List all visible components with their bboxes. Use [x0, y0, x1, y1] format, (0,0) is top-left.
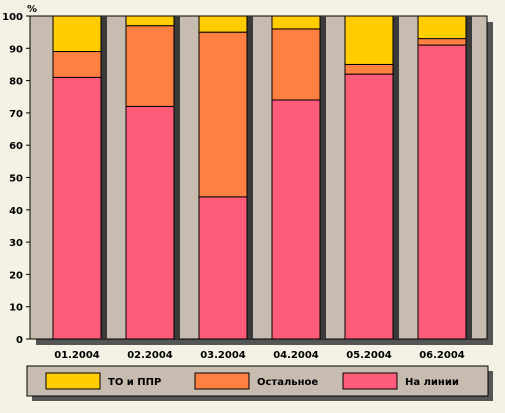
- bar-shadow: [393, 16, 399, 339]
- y-axis-group: % 0 10 20 30 40 50 60 70 80 90 100: [2, 4, 37, 346]
- y-tick-label: 100: [2, 12, 23, 23]
- bar-segment: [52, 51, 102, 78]
- x-tick-label: 01.2004: [54, 350, 100, 361]
- x-axis-group: 01.2004 02.2004 03.2004 04.2004 05.2004 06.20…: [54, 350, 465, 361]
- y-tick-label: 40: [9, 206, 23, 217]
- y-tick-label: 50: [9, 174, 23, 185]
- y-tick-label: 20: [9, 270, 23, 281]
- y-tick-label: 80: [9, 77, 23, 88]
- x-tick-label: 04.2004: [273, 350, 319, 361]
- bar-shadow: [320, 16, 326, 339]
- y-tick-label: 90: [9, 44, 23, 55]
- x-tick-label: 02.2004: [127, 350, 173, 361]
- bars-group: [52, 15, 472, 340]
- bar-shadow: [247, 16, 253, 339]
- legend-label: Остальное: [257, 377, 318, 388]
- legend-box: [26, 365, 489, 397]
- y-tick-label: 0: [16, 335, 23, 346]
- bar-segment: [417, 44, 467, 340]
- y-axis-unit-label: %: [27, 4, 37, 15]
- bar-shadow: [101, 16, 107, 339]
- bar-segment: [271, 99, 321, 340]
- bar-shadow: [174, 16, 180, 339]
- legend-swatch: [45, 372, 101, 390]
- legend-label: ТО и ППР: [108, 377, 161, 388]
- y-tick-label: 70: [9, 109, 23, 120]
- y-tick-label: 10: [9, 303, 23, 314]
- x-tick-label: 06.2004: [419, 350, 465, 361]
- bar-segment: [271, 28, 321, 101]
- x-tick-label: 05.2004: [346, 350, 392, 361]
- bar-segment: [125, 25, 175, 107]
- bar-segment: [52, 76, 102, 340]
- legend-label: На линии: [405, 377, 459, 388]
- y-tick-label: 30: [9, 238, 23, 249]
- bar-segment: [271, 15, 321, 30]
- legend-group: ТО и ППР Остальное На линии: [26, 365, 493, 401]
- bar-segment: [344, 15, 394, 65]
- bar-segment: [125, 105, 175, 340]
- bar-shadow: [466, 16, 472, 339]
- bar-segment: [52, 15, 102, 53]
- bar-segment: [344, 73, 394, 340]
- bar-segment: [417, 15, 467, 40]
- y-tick-label: 60: [9, 141, 23, 152]
- x-tick-label: 03.2004: [200, 350, 246, 361]
- legend-swatch: [342, 372, 398, 390]
- legend-swatch: [194, 372, 250, 390]
- bar-segment: [198, 15, 248, 33]
- bar-segment: [198, 31, 248, 198]
- bar-segment: [125, 15, 175, 27]
- bar-segment: [417, 38, 467, 46]
- bar-segment: [344, 63, 394, 75]
- bar-segment: [198, 196, 248, 340]
